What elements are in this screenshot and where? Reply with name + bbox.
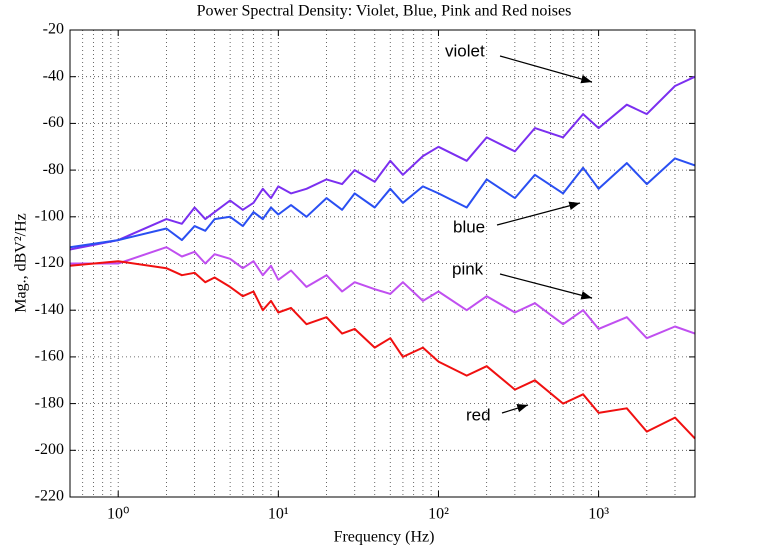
annotation: blue [453, 217, 485, 236]
annotation-arrow [501, 404, 529, 414]
plot-frame [69, 29, 696, 498]
y-tick-label: -200 [35, 441, 64, 458]
y-tick-label: -160 [35, 348, 64, 365]
series-line [70, 246, 696, 340]
series-line [69, 75, 696, 251]
y-tick-label: -100 [35, 207, 64, 224]
annotation-arrow [499, 55, 593, 84]
series-line [69, 157, 696, 249]
y-tick-label: -20 [43, 21, 64, 38]
series-line [69, 260, 696, 440]
y-tick-label: -140 [35, 301, 64, 318]
y-tick-label: -80 [43, 161, 64, 178]
x-tick-label: 10¹ [268, 506, 289, 523]
x-tick-label: 10⁰ [107, 506, 129, 523]
y-tick-label: -220 [35, 488, 64, 505]
y-axis-label: Mag., dBV²/Hz [13, 213, 30, 312]
y-tick-label: -60 [43, 114, 64, 131]
annotation: violet [445, 41, 485, 60]
annotation-arrow [496, 201, 581, 226]
x-tick-label: 10³ [588, 506, 609, 523]
x-tick-label: 10² [428, 506, 449, 523]
annotation-arrow [499, 273, 593, 300]
annotation: red [466, 405, 491, 424]
y-tick-label: -40 [43, 67, 64, 84]
annotation: pink [452, 259, 484, 278]
x-axis-label: Frequency (Hz) [334, 529, 435, 546]
chart-title: Power Spectral Density: Violet, Blue, Pi… [197, 3, 572, 20]
y-tick-label: -120 [35, 254, 64, 271]
y-tick-label: -180 [35, 394, 64, 411]
